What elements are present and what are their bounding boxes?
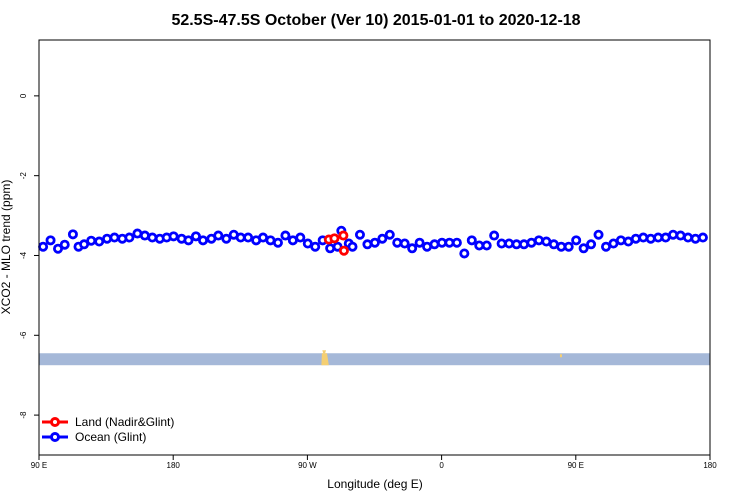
ocean-data-point — [221, 233, 232, 244]
legend: Land (Nadir&Glint) Ocean (Glint) — [42, 415, 174, 444]
ocean-data-point — [571, 235, 582, 246]
ocean-data-point — [645, 233, 656, 244]
ocean-data-point — [429, 239, 440, 250]
ocean-data-point — [198, 235, 209, 246]
x-tick-label: 0 — [439, 461, 444, 470]
ocean-data-point — [325, 243, 336, 254]
land-patch — [559, 354, 562, 358]
ocean-data-point — [399, 238, 410, 249]
ocean-data-point — [384, 229, 395, 240]
ocean-data-point — [109, 232, 120, 243]
legend-ocean-marker — [50, 432, 60, 442]
ocean-data-point — [362, 239, 373, 250]
ocean-data-point — [302, 238, 313, 249]
land-patch — [322, 350, 327, 354]
ocean-data-point — [272, 237, 283, 248]
ocean-data-point — [608, 238, 619, 249]
land-data-point — [338, 245, 349, 256]
ocean-data-point — [638, 232, 649, 243]
x-tick-label: 90 W — [298, 461, 317, 470]
ocean-data-point — [45, 235, 56, 246]
y-axis: 0 -2 -4 -6 -8 — [19, 93, 39, 419]
ocean-data-point — [414, 237, 425, 248]
ocean-data-point — [630, 233, 641, 244]
x-axis: 90 E 180 90 W 0 90 E 180 — [31, 455, 717, 470]
land-patch — [321, 353, 329, 366]
ocean-data-point — [690, 233, 701, 244]
ocean-data-point — [295, 232, 306, 243]
ocean-data-point — [533, 235, 544, 246]
ocean-data-point — [459, 248, 470, 259]
plot-frame — [38, 39, 711, 456]
ocean-data-point — [53, 243, 64, 254]
ocean-data-point — [124, 232, 135, 243]
ocean-data-point — [518, 239, 529, 250]
x-tick-label: 180 — [167, 461, 181, 470]
y-tick-label: -8 — [19, 411, 28, 419]
ocean-data-point — [79, 239, 90, 250]
ocean-data-point — [94, 236, 105, 247]
data-points — [38, 225, 708, 259]
y-tick-label: -4 — [19, 251, 28, 259]
x-tick-label: 90 E — [568, 461, 584, 470]
x-axis-label: Longitude (deg E) — [327, 477, 422, 491]
ocean-data-point — [280, 230, 291, 241]
ocean-data-point — [683, 232, 694, 243]
ocean-data-point — [697, 232, 708, 243]
ocean-data-point — [67, 229, 78, 240]
legend-land-marker — [50, 417, 60, 427]
ocean-data-point — [190, 231, 201, 242]
ocean-data-point — [347, 241, 358, 252]
land-data-point — [338, 230, 349, 241]
ocean-data-point — [243, 232, 254, 243]
ocean-data-point — [369, 237, 380, 248]
ocean-data-point — [354, 229, 365, 240]
ocean-data-point — [183, 235, 194, 246]
y-tick-label: 0 — [19, 93, 28, 98]
ocean-data-point — [600, 241, 611, 252]
y-tick-label: -2 — [19, 172, 28, 180]
ocean-data-point — [563, 241, 574, 252]
ocean-data-point — [578, 243, 589, 254]
chart-title: 52.5S-47.5S October (Ver 10) 2015-01-01 … — [171, 12, 580, 29]
x-tick-label: 90 E — [31, 461, 47, 470]
land-ocean-band — [39, 350, 710, 366]
ocean-data-point — [489, 230, 500, 241]
y-axis-label: XCO2 - MLO trend (ppm) — [0, 180, 13, 315]
ocean-data-point — [213, 230, 224, 241]
ocean-band — [39, 353, 710, 366]
ocean-data-point — [86, 235, 97, 246]
ocean-data-point — [481, 240, 492, 251]
legend-land-label: Land (Nadir&Glint) — [75, 415, 174, 429]
ocean-data-point — [102, 233, 113, 244]
y-tick-label: -6 — [19, 331, 28, 339]
ocean-data-point — [310, 241, 321, 252]
land-data-point — [329, 233, 340, 244]
ocean-data-point — [615, 235, 626, 246]
ocean-data-point — [377, 233, 388, 244]
ocean-data-point — [593, 229, 604, 240]
legend-ocean-label: Ocean (Glint) — [75, 430, 146, 444]
x-tick-label: 180 — [703, 461, 717, 470]
ocean-data-point — [466, 235, 477, 246]
ocean-data-point — [38, 241, 49, 252]
ocean-data-point — [586, 239, 597, 250]
ocean-data-point — [168, 231, 179, 242]
ocean-data-point — [407, 243, 418, 254]
ocean-data-point — [147, 232, 158, 243]
ocean-data-point — [59, 239, 70, 250]
ocean-data-point — [451, 237, 462, 248]
